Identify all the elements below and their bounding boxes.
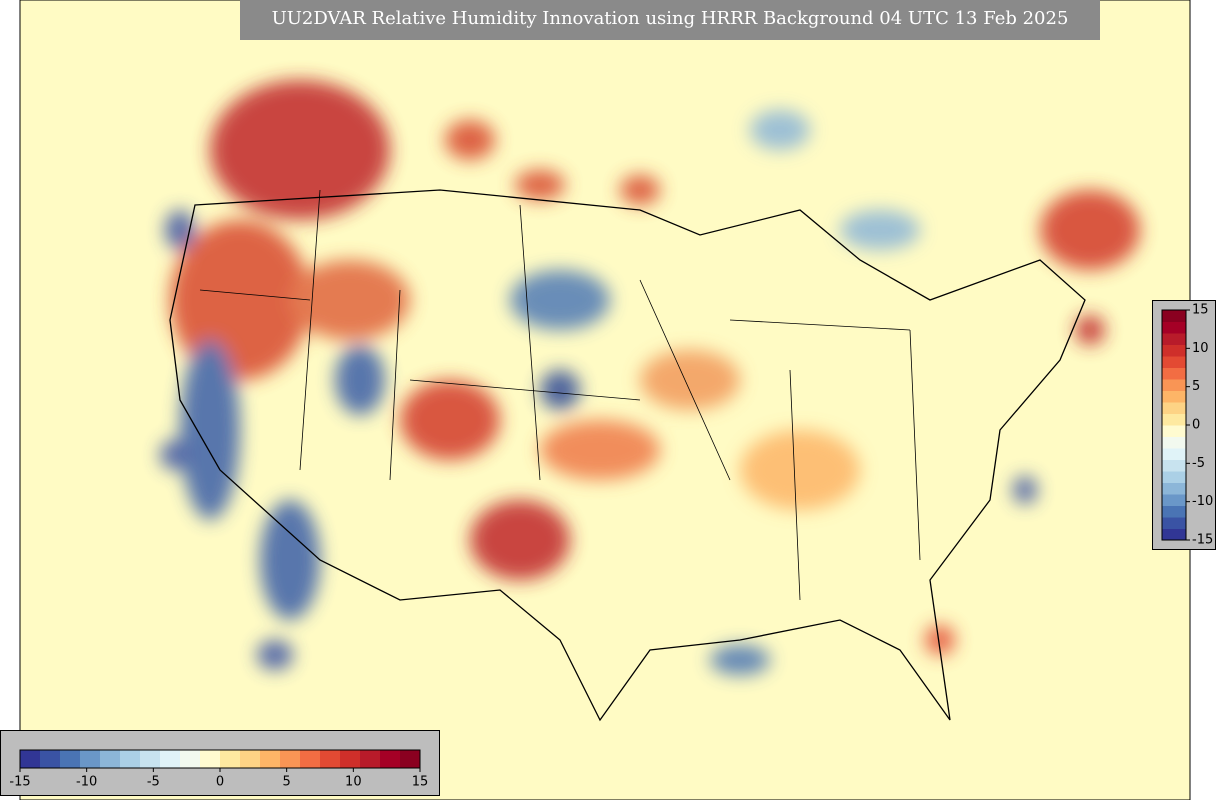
colorbar-segment — [1162, 494, 1186, 506]
colorbar-segment — [120, 750, 141, 768]
colorbar-tick-label: 15 — [1192, 303, 1209, 318]
colorbar-tick-label: 5 — [1192, 379, 1200, 394]
colorbar-segment — [240, 750, 261, 768]
colorbar-segment — [400, 750, 421, 768]
colorbar-segment — [1162, 310, 1186, 322]
colorbar-segment — [380, 750, 401, 768]
colorbar-segment — [200, 750, 221, 768]
colorbar-segment — [60, 750, 81, 768]
colorbar-segment — [320, 750, 341, 768]
country-outline — [169, 189, 1086, 722]
colorbar-segment — [1162, 321, 1186, 334]
state-lines — [199, 189, 921, 601]
colorbar-segment — [1162, 379, 1186, 391]
colorbar-tick-label: -5 — [1192, 456, 1205, 471]
colorbar-segment — [1162, 436, 1186, 449]
colorbar-segment — [360, 750, 381, 768]
humidity-field — [160, 80, 1140, 675]
colorbar-segment — [1162, 517, 1186, 529]
colorbar-segment — [1162, 459, 1186, 472]
colorbar-tick-label: 0 — [216, 775, 224, 790]
colorbar-tick-label: 15 — [412, 775, 429, 790]
colorbar-tick-label: -15 — [9, 775, 30, 790]
colorbar-tick-label: -10 — [76, 775, 97, 790]
colorbar-segment — [1162, 528, 1186, 541]
colorbar-tick-label: 5 — [283, 775, 291, 790]
colorbar-segment — [1162, 367, 1186, 380]
colorbar-segment — [20, 750, 41, 768]
colorbar-segment — [260, 750, 281, 768]
colorbar-segment — [1162, 448, 1186, 460]
colorbar-tick-label: 0 — [1192, 418, 1200, 433]
colorbar-segment — [1162, 471, 1186, 483]
colorbar-segment — [300, 750, 321, 768]
colorbar-segment — [340, 750, 361, 768]
colorbar-segment — [280, 750, 301, 768]
title-box — [240, 0, 1100, 40]
colorbar-segment — [180, 750, 201, 768]
colorbar-segment — [1162, 413, 1186, 426]
colorbar-segment — [220, 750, 241, 768]
colorbar-tick-label: 10 — [345, 775, 362, 790]
map-title: UU2DVAR Relative Humidity Innovation usi… — [272, 8, 1069, 29]
colorbar-segment — [1162, 482, 1186, 495]
colorbar-segment — [1162, 356, 1186, 368]
colorbar-tick-label: -10 — [1192, 494, 1213, 509]
colorbar-segment — [40, 750, 61, 768]
colorbar-tick-label: 10 — [1192, 341, 1209, 356]
colorbar-tick-label: -5 — [147, 775, 160, 790]
colorbar-segment — [80, 750, 101, 768]
colorbar-segment — [1162, 344, 1186, 357]
colorbar-segment — [1162, 505, 1186, 518]
colorbar-segment — [1162, 402, 1186, 414]
colorbar-segment — [140, 750, 161, 768]
colorbar-segment — [160, 750, 181, 768]
colorbar-segment — [100, 750, 121, 768]
colorbar-tick-label: -15 — [1192, 533, 1213, 548]
colorbar-segment — [1162, 425, 1186, 437]
colorbar-segment — [1162, 390, 1186, 403]
colorbar-segment — [1162, 333, 1186, 345]
